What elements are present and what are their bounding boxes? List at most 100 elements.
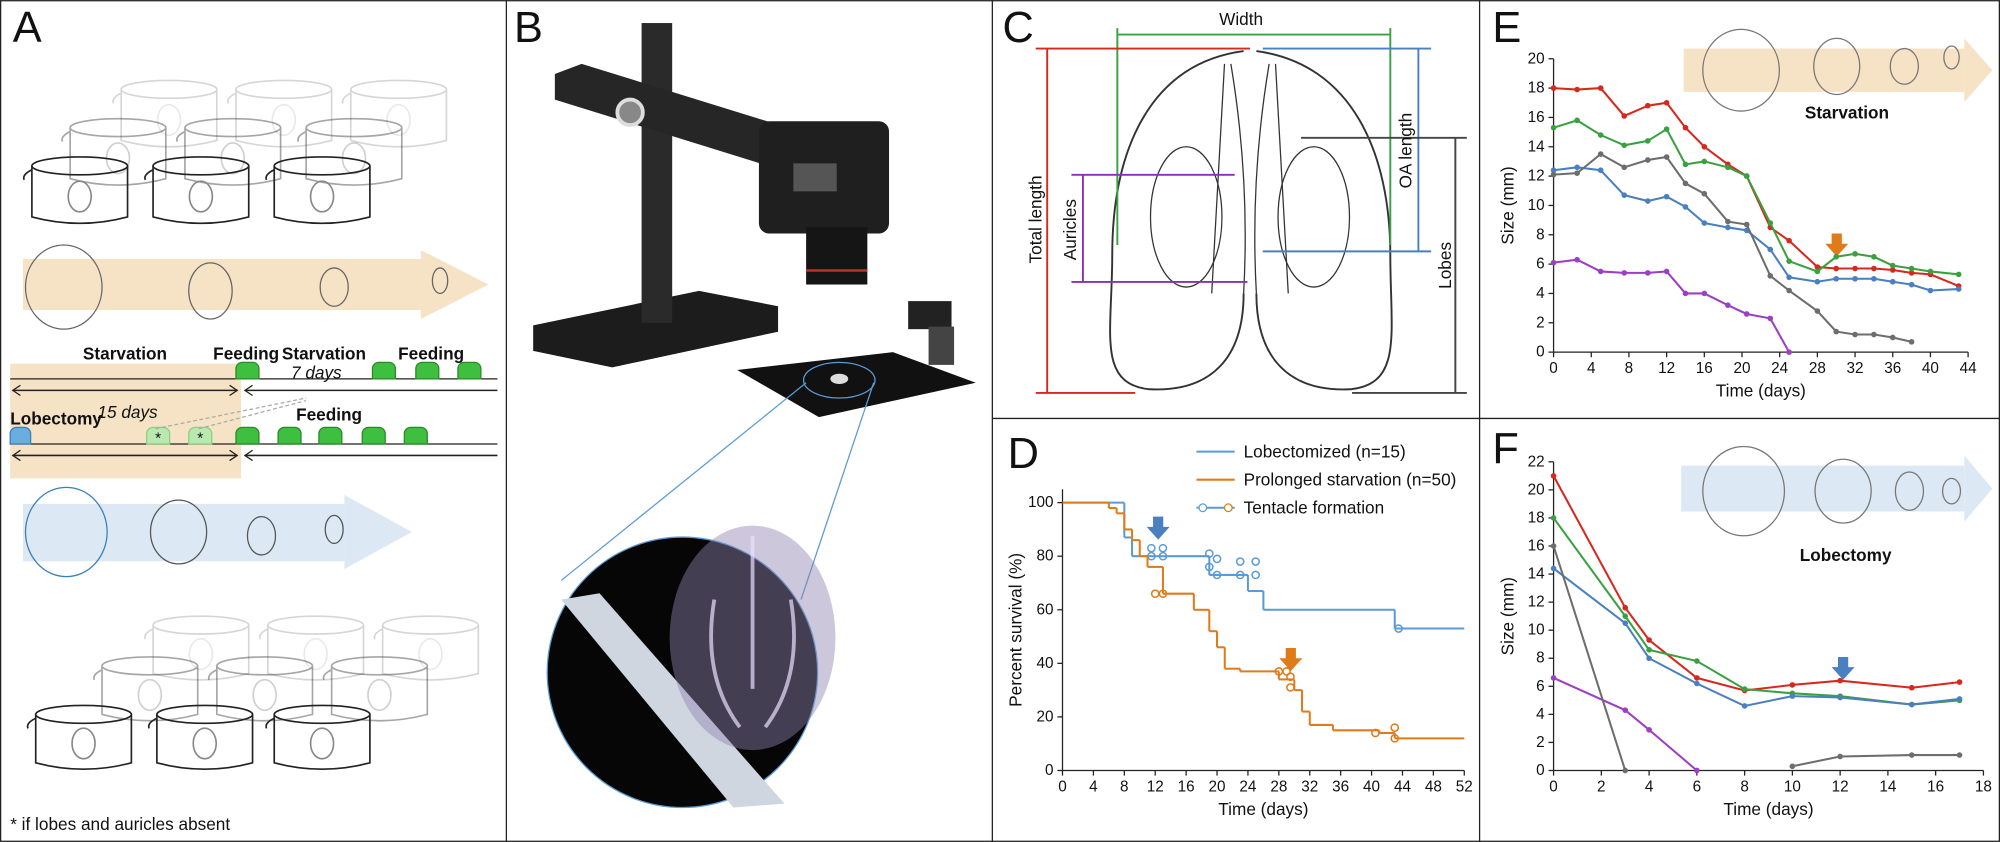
dish xyxy=(802,361,876,399)
data-point xyxy=(1908,701,1915,708)
data-point xyxy=(1621,142,1628,149)
data-point xyxy=(1550,543,1557,549)
ctenophore-sketch xyxy=(156,103,182,137)
knob xyxy=(615,97,645,127)
y-axis-label: Percent survival (%) xyxy=(1005,553,1025,707)
y-tick-label: 100 xyxy=(1028,494,1054,511)
beaker-rim xyxy=(31,156,129,176)
data-point xyxy=(1927,287,1934,294)
beaker xyxy=(207,656,314,722)
x-tick-label: 4 xyxy=(1089,779,1098,796)
data-point xyxy=(1701,220,1708,226)
starvation-arrow-head xyxy=(420,250,489,319)
y-tick-label: 10 xyxy=(1528,197,1545,214)
annotation: Starvation xyxy=(1805,102,1889,122)
ctenophore-sketch xyxy=(137,678,163,712)
y-tick-label: 20 xyxy=(1528,50,1545,67)
data-point xyxy=(1646,637,1652,643)
beaker xyxy=(144,615,250,681)
data-point xyxy=(1955,286,1962,292)
label: Auricles xyxy=(1060,199,1080,260)
tentacle-point xyxy=(1235,557,1245,566)
lobectomy-arrow xyxy=(22,503,345,562)
beaker-rim xyxy=(216,656,314,676)
beaker xyxy=(227,79,333,148)
width-measure xyxy=(1116,28,1392,245)
x-tick-label: 24 xyxy=(1239,779,1257,796)
y-tick-label: 18 xyxy=(1528,80,1545,97)
label: 7 days xyxy=(291,363,342,383)
y-tick-label: 14 xyxy=(1528,138,1546,155)
panel-label: B xyxy=(514,4,543,52)
data-point xyxy=(1550,473,1557,479)
y-tick-label: 4 xyxy=(1536,706,1545,723)
x-tick-label: 40 xyxy=(1363,779,1380,796)
data-point xyxy=(1837,677,1843,684)
data-point xyxy=(1646,655,1652,662)
x-tick-label: 40 xyxy=(1922,360,1939,377)
data-point xyxy=(1597,85,1604,91)
data-point xyxy=(1814,308,1821,314)
data-point xyxy=(1767,315,1774,322)
beaker-body xyxy=(322,665,429,722)
ctenophore-sketch xyxy=(71,727,96,760)
panel-label: E xyxy=(1492,4,1521,52)
x-tick-label: 36 xyxy=(1332,779,1349,796)
data-point xyxy=(1786,237,1792,244)
data-point xyxy=(1743,173,1750,179)
photo xyxy=(546,536,819,809)
tentacle-point xyxy=(1235,570,1245,580)
data-point xyxy=(1833,275,1840,282)
data-point xyxy=(1908,752,1915,758)
y-tick-label: 18 xyxy=(1528,509,1545,526)
data-point xyxy=(1574,256,1580,263)
y-axis-label: Size (mm) xyxy=(1498,166,1518,244)
legend-swatch xyxy=(1223,503,1233,513)
annotation: Lobectomy xyxy=(1800,545,1892,565)
y-tick-label: 8 xyxy=(1536,226,1545,243)
x-tick-label: 14 xyxy=(1879,779,1897,796)
x-tick-label: 0 xyxy=(1549,360,1558,377)
asterisk: * xyxy=(197,430,203,447)
camera-screen xyxy=(793,163,837,192)
data-point xyxy=(1622,620,1629,626)
dashed-links xyxy=(155,397,307,430)
data-point xyxy=(1597,151,1604,157)
panel-a xyxy=(9,250,498,569)
y-tick-label: 60 xyxy=(1037,601,1054,618)
ctenophore-sketch xyxy=(246,516,277,556)
x-tick-label: 8 xyxy=(1625,360,1634,377)
ctenophore-sketch xyxy=(319,267,349,307)
data-point xyxy=(1889,278,1896,285)
beaker-rim xyxy=(184,117,282,138)
data-point xyxy=(1852,265,1858,272)
beaker-body xyxy=(144,165,250,225)
stand-base xyxy=(533,290,779,368)
x-tick-label: 8 xyxy=(1740,779,1749,796)
beaker-rim xyxy=(349,79,448,100)
stand-post xyxy=(641,23,673,323)
data-point xyxy=(1789,693,1796,699)
label: Width xyxy=(1219,9,1263,29)
data-point xyxy=(1833,253,1840,260)
data-point xyxy=(1550,171,1557,178)
data-point xyxy=(1644,102,1651,109)
label: Feeding xyxy=(213,343,279,363)
x-tick-label: 8 xyxy=(1120,779,1129,796)
data-point xyxy=(1644,138,1651,144)
tentacle-arrow-f xyxy=(1831,656,1855,680)
x-tick-label: 12 xyxy=(1658,360,1675,377)
data-point xyxy=(1622,604,1629,611)
ctenophore-sketch xyxy=(386,103,411,137)
x-axis-label: Time (days) xyxy=(1218,799,1308,819)
data-point xyxy=(1789,682,1796,688)
y-tick-label: 0 xyxy=(1045,762,1054,779)
x-tick-label: 36 xyxy=(1884,360,1901,377)
tentacle-arrow-d xyxy=(1279,648,1303,671)
beaker-body xyxy=(175,127,282,186)
y-tick-label: 0 xyxy=(1536,762,1545,779)
x-tick-label: 32 xyxy=(1847,360,1864,377)
label: 15 days xyxy=(97,402,158,422)
panel-label: D xyxy=(1008,430,1039,478)
y-tick-label: 80 xyxy=(1037,548,1054,565)
